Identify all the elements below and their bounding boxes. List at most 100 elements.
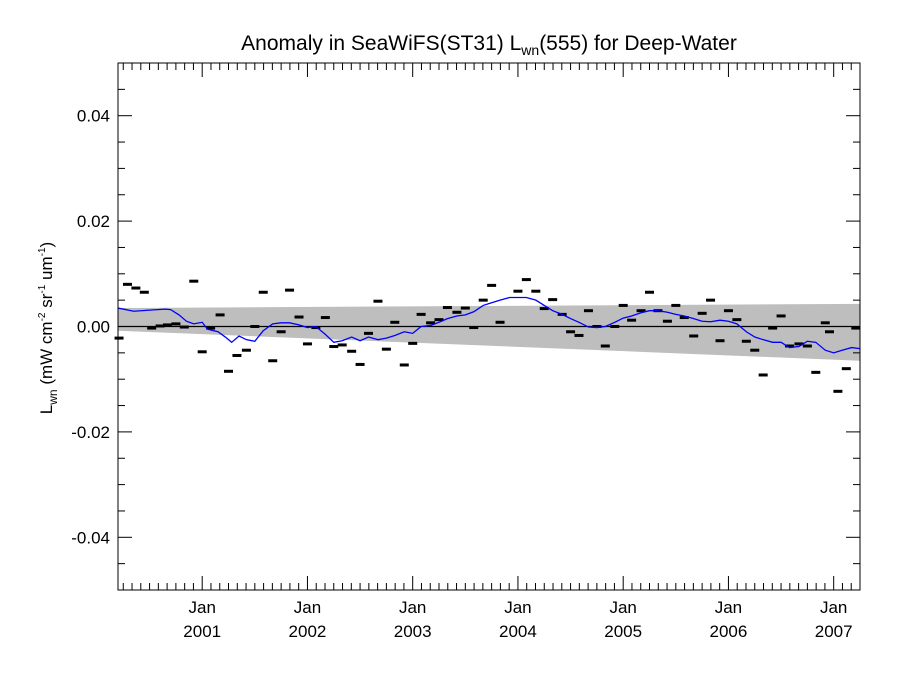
data-point <box>460 306 470 310</box>
data-point <box>131 286 141 290</box>
x-tick-month-label: Jan <box>715 598 742 617</box>
data-point <box>784 344 794 348</box>
data-point <box>531 289 541 293</box>
data-point <box>179 325 189 329</box>
data-point <box>824 330 834 334</box>
x-tick-year-label: 2007 <box>815 622 853 641</box>
chart-title: Anomaly in SeaWiFS(ST31) Lwn(555) for De… <box>241 32 737 58</box>
y-tick-label: 0.04 <box>77 107 110 126</box>
confidence-band <box>118 303 860 361</box>
x-tick-month-label: Jan <box>504 598 531 617</box>
y-tick-label: -0.04 <box>71 528 110 547</box>
x-tick-year-label: 2006 <box>710 622 748 641</box>
data-point <box>758 373 768 377</box>
data-point <box>566 330 576 334</box>
x-tick-month-label: Jan <box>820 598 847 617</box>
data-point <box>662 319 672 323</box>
data-point <box>224 369 234 373</box>
data-point <box>302 342 312 346</box>
data-point <box>627 318 637 322</box>
data-point <box>574 333 584 337</box>
data-point <box>487 283 497 287</box>
data-point <box>679 316 689 320</box>
data-point <box>820 321 830 325</box>
data-point <box>478 298 488 302</box>
data-point <box>802 344 812 348</box>
data-point <box>258 290 268 294</box>
data-point <box>732 318 742 322</box>
y-tick-label: -0.02 <box>71 423 110 442</box>
data-point <box>122 282 132 286</box>
data-point <box>197 350 207 354</box>
data-point <box>618 303 628 307</box>
data-point <box>147 326 157 330</box>
data-point <box>715 339 725 343</box>
data-point <box>741 339 751 343</box>
data-point <box>250 325 260 328</box>
smoothed-series-line <box>117 296 861 354</box>
data-point <box>513 289 523 293</box>
data-point <box>583 309 593 313</box>
x-tick-year-label: 2002 <box>289 622 327 641</box>
data-point <box>215 313 225 317</box>
data-point <box>232 353 242 357</box>
data-point <box>241 348 251 352</box>
data-point <box>697 311 707 315</box>
data-point <box>811 370 821 374</box>
data-point <box>689 334 699 338</box>
data-point <box>320 316 330 320</box>
data-point <box>390 320 400 324</box>
data-point <box>347 349 357 353</box>
data-point <box>610 325 620 328</box>
data-point <box>408 341 418 345</box>
data-point <box>329 345 339 349</box>
data-point <box>706 298 716 302</box>
data-point <box>276 330 286 334</box>
data-point <box>495 320 505 324</box>
data-point <box>337 343 347 347</box>
data-point <box>355 362 365 366</box>
x-axis-ticks: Jan 2001 Jan 2002 Jan 2003 Jan 2004 Jan 2005 Jan 20… <box>122 63 861 641</box>
data-point <box>162 323 172 327</box>
data-point <box>636 309 646 313</box>
data-point <box>416 312 426 316</box>
data-point <box>600 344 610 348</box>
data-point <box>206 326 216 330</box>
x-tick-month-label: Jan <box>294 598 321 617</box>
data-point <box>768 326 778 330</box>
data-point <box>114 336 124 340</box>
data-point <box>592 325 602 328</box>
data-point <box>363 331 373 335</box>
x-tick-year-label: 2003 <box>394 622 432 641</box>
data-point <box>399 363 409 367</box>
x-tick-month-label: Jan <box>399 598 426 617</box>
y-axis-ticks: 0.04 0.02 0.00 -0.02 -0.04 <box>71 62 860 591</box>
data-point <box>794 342 804 346</box>
data-point <box>426 321 436 325</box>
y-tick-label: 0.00 <box>77 318 110 337</box>
data-point <box>268 359 278 363</box>
x-tick-year-label: 2004 <box>499 622 537 641</box>
data-point <box>548 298 558 302</box>
x-tick-year-label: 2001 <box>183 622 221 641</box>
data-point <box>311 326 321 330</box>
data-point <box>285 288 295 292</box>
data-point <box>645 290 655 294</box>
x-tick-month-label: Jan <box>609 598 636 617</box>
data-point <box>139 290 149 294</box>
data-point <box>521 278 531 282</box>
data-point <box>294 315 304 319</box>
data-point <box>833 389 843 393</box>
data-point <box>841 367 851 371</box>
data-point <box>452 310 462 314</box>
data-point <box>776 314 786 318</box>
data-point <box>171 322 181 326</box>
data-points <box>114 278 861 393</box>
x-tick-month-label: Jan <box>188 598 215 617</box>
plot-area <box>114 278 861 393</box>
data-point <box>851 326 861 330</box>
data-point <box>189 279 199 283</box>
data-point <box>442 306 452 310</box>
data-point <box>750 348 760 352</box>
